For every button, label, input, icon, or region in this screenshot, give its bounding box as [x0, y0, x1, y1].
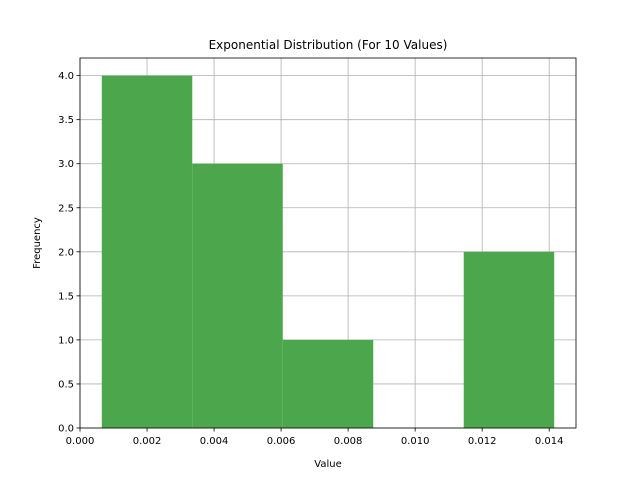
y-tick-label: 0.0 — [58, 424, 74, 435]
histogram-bar — [101, 75, 193, 428]
y-tick-label: 3.5 — [58, 115, 74, 126]
x-tick-label: 0.014 — [535, 436, 564, 447]
y-tick-label: 2.5 — [58, 203, 74, 214]
y-tick-label: 3.0 — [58, 159, 74, 170]
x-tick-label: 0.002 — [133, 436, 162, 447]
histogram-bars — [101, 75, 555, 428]
x-axis-ticks: 0.000 0.002 0.004 0.006 0.008 0.010 0.012 0.014 — [66, 428, 564, 447]
y-axis-ticks: 0.0 0.5 1.0 1.5 2.0 2.5 3.0 3.5 4.0 — [58, 71, 80, 435]
histogram-bar — [282, 339, 374, 428]
y-tick-label: 0.5 — [58, 379, 74, 390]
chart-title: Exponential Distribution (For 10 Values) — [209, 38, 448, 52]
x-tick-label: 0.012 — [468, 436, 497, 447]
y-tick-label: 4.0 — [58, 71, 74, 82]
plot-area-frame — [79, 57, 577, 429]
y-tick-label: 1.0 — [58, 335, 74, 346]
y-tick-label: 1.5 — [58, 291, 74, 302]
x-tick-label: 0.004 — [200, 436, 229, 447]
x-tick-label: 0.006 — [267, 436, 296, 447]
histogram-bar — [192, 163, 283, 428]
x-tick-label: 0.000 — [66, 436, 95, 447]
y-axis-label: Frequency — [32, 217, 43, 269]
histogram-bar — [463, 251, 555, 428]
x-tick-label: 0.008 — [334, 436, 363, 447]
x-axis-label: Value — [314, 459, 341, 470]
x-tick-label: 0.010 — [401, 436, 430, 447]
y-tick-label: 2.0 — [58, 247, 74, 258]
